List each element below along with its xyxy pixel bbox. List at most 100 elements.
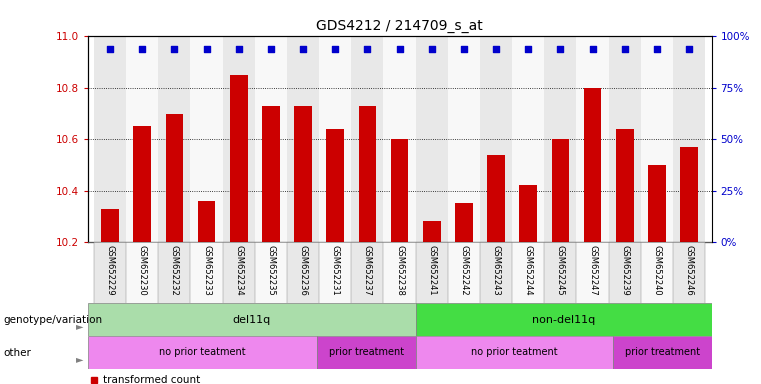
Bar xyxy=(552,139,569,242)
Bar xyxy=(512,36,544,242)
Bar xyxy=(352,36,384,242)
Text: GSM652236: GSM652236 xyxy=(298,245,307,296)
Point xyxy=(619,46,631,52)
Bar xyxy=(416,336,613,369)
Point xyxy=(554,46,566,52)
Text: GSM652234: GSM652234 xyxy=(234,245,244,296)
Bar xyxy=(287,36,319,242)
Point xyxy=(104,46,116,52)
Bar xyxy=(576,242,609,303)
Point xyxy=(233,46,245,52)
Bar xyxy=(480,36,512,242)
Bar xyxy=(255,242,287,303)
Text: other: other xyxy=(4,348,32,358)
Bar xyxy=(416,36,447,242)
Bar xyxy=(447,36,480,242)
Bar xyxy=(673,36,705,242)
Point xyxy=(361,46,374,52)
Bar xyxy=(613,336,712,369)
Bar xyxy=(223,36,255,242)
Point xyxy=(425,46,438,52)
Bar xyxy=(262,106,280,242)
Bar xyxy=(126,36,158,242)
Bar xyxy=(584,88,601,242)
Text: GSM652235: GSM652235 xyxy=(266,245,275,296)
Point xyxy=(136,46,148,52)
Text: GSM652233: GSM652233 xyxy=(202,245,211,296)
Text: GSM652247: GSM652247 xyxy=(588,245,597,296)
Point xyxy=(265,46,277,52)
Bar xyxy=(512,242,544,303)
Bar xyxy=(94,36,126,242)
Bar xyxy=(609,242,641,303)
Text: transformed count: transformed count xyxy=(103,375,200,384)
Bar xyxy=(190,242,223,303)
Bar xyxy=(358,106,376,242)
Bar xyxy=(609,36,641,242)
Bar xyxy=(198,201,215,242)
Bar xyxy=(126,242,158,303)
Text: GSM652245: GSM652245 xyxy=(556,245,565,296)
Point xyxy=(522,46,534,52)
Point xyxy=(490,46,502,52)
Bar xyxy=(230,75,247,242)
Text: GSM652229: GSM652229 xyxy=(106,245,115,296)
Bar xyxy=(133,126,151,242)
Text: del11q: del11q xyxy=(233,314,271,325)
Bar xyxy=(544,242,576,303)
Bar xyxy=(223,242,255,303)
Point xyxy=(683,46,695,52)
Text: prior treatment: prior treatment xyxy=(625,347,700,358)
Bar xyxy=(423,222,441,242)
Bar xyxy=(680,147,698,242)
Bar xyxy=(158,36,190,242)
Text: GSM652237: GSM652237 xyxy=(363,245,372,296)
Text: genotype/variation: genotype/variation xyxy=(4,315,103,325)
Bar xyxy=(255,36,287,242)
Text: non-del11q: non-del11q xyxy=(532,314,595,325)
Bar xyxy=(576,36,609,242)
Text: GSM652246: GSM652246 xyxy=(684,245,693,296)
Bar xyxy=(416,303,712,336)
Text: ►: ► xyxy=(76,354,84,364)
Point xyxy=(587,46,599,52)
Point xyxy=(200,46,212,52)
Bar xyxy=(416,242,447,303)
Bar xyxy=(641,36,673,242)
Bar xyxy=(673,242,705,303)
Point xyxy=(393,46,406,52)
Text: no prior teatment: no prior teatment xyxy=(159,347,246,358)
Bar xyxy=(384,36,416,242)
Text: GSM652242: GSM652242 xyxy=(460,245,468,296)
Text: ►: ► xyxy=(76,321,84,331)
Bar xyxy=(390,139,409,242)
Bar xyxy=(384,242,416,303)
Bar xyxy=(319,242,352,303)
Bar xyxy=(447,242,480,303)
Title: GDS4212 / 214709_s_at: GDS4212 / 214709_s_at xyxy=(316,19,483,33)
Point xyxy=(329,46,341,52)
Point xyxy=(168,46,180,52)
Bar xyxy=(352,242,384,303)
Bar xyxy=(487,155,505,242)
Bar xyxy=(480,242,512,303)
Bar xyxy=(641,242,673,303)
Bar xyxy=(88,336,317,369)
Text: GSM652239: GSM652239 xyxy=(620,245,629,296)
Point xyxy=(297,46,309,52)
Text: GSM652231: GSM652231 xyxy=(331,245,339,296)
Bar xyxy=(166,114,183,242)
Bar xyxy=(94,242,126,303)
Bar xyxy=(287,242,319,303)
Text: prior treatment: prior treatment xyxy=(329,347,404,358)
Point xyxy=(458,46,470,52)
Text: no prior teatment: no prior teatment xyxy=(471,347,558,358)
Bar xyxy=(648,165,666,242)
Bar xyxy=(326,129,344,242)
Point xyxy=(651,46,663,52)
Text: GSM652240: GSM652240 xyxy=(652,245,661,296)
Text: GSM652232: GSM652232 xyxy=(170,245,179,296)
Text: GSM652241: GSM652241 xyxy=(427,245,436,296)
Bar xyxy=(544,36,576,242)
Text: GSM652230: GSM652230 xyxy=(138,245,147,296)
